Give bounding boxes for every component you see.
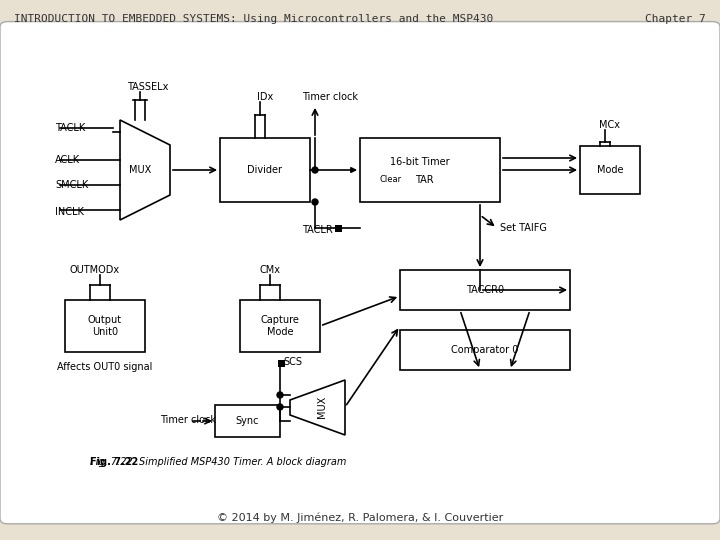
Text: INCLK: INCLK xyxy=(55,207,84,217)
Text: 16-bit Timer: 16-bit Timer xyxy=(390,157,450,167)
Text: TACLR: TACLR xyxy=(302,225,333,235)
Text: MUX: MUX xyxy=(317,396,327,418)
Polygon shape xyxy=(290,380,345,435)
Text: Capture
Mode: Capture Mode xyxy=(261,315,300,337)
Bar xyxy=(278,360,285,367)
Text: Fig. 7.22: Fig. 7.22 xyxy=(90,457,138,467)
Text: MCx: MCx xyxy=(600,120,621,130)
Text: SCS: SCS xyxy=(283,357,302,367)
Text: Affects OUT0 signal: Affects OUT0 signal xyxy=(58,362,153,372)
Bar xyxy=(360,138,500,202)
Text: ACLK: ACLK xyxy=(55,155,80,165)
Circle shape xyxy=(277,404,283,410)
Bar xyxy=(220,138,310,202)
Text: IDx: IDx xyxy=(257,92,273,102)
Circle shape xyxy=(312,167,318,173)
Bar xyxy=(580,146,640,194)
Text: OUTMODx: OUTMODx xyxy=(70,265,120,275)
Text: INTRODUCTION TO EMBEDDED SYSTEMS: Using Microcontrollers and the MSP430: INTRODUCTION TO EMBEDDED SYSTEMS: Using … xyxy=(14,14,494,24)
Polygon shape xyxy=(120,120,170,220)
Text: CMx: CMx xyxy=(259,265,281,275)
Text: Set TAIFG: Set TAIFG xyxy=(500,223,547,233)
Text: Timer clock: Timer clock xyxy=(160,415,216,425)
Text: SMCLK: SMCLK xyxy=(55,180,89,190)
Text: TACLK: TACLK xyxy=(55,123,85,133)
Text: Fig. 7.22  Simplified MSP430 Timer. A block diagram: Fig. 7.22 Simplified MSP430 Timer. A blo… xyxy=(90,457,346,467)
Bar xyxy=(215,405,280,437)
Text: TACCR0: TACCR0 xyxy=(466,285,504,295)
Text: Sync: Sync xyxy=(235,416,259,426)
Text: Comparator 0: Comparator 0 xyxy=(451,345,518,355)
Bar xyxy=(65,300,145,352)
Text: MUX: MUX xyxy=(129,165,151,175)
Text: TAR: TAR xyxy=(415,175,433,185)
Bar xyxy=(335,225,342,232)
Text: TASSELx: TASSELx xyxy=(127,82,168,92)
Text: Output
Unit0: Output Unit0 xyxy=(88,315,122,337)
Text: Clear: Clear xyxy=(380,176,402,185)
Text: Divider: Divider xyxy=(248,165,282,175)
Circle shape xyxy=(277,392,283,398)
Bar xyxy=(400,270,570,310)
Text: Mode: Mode xyxy=(597,165,624,175)
Text: © 2014 by M. Jiménez, R. Palomera, & I. Couvertier: © 2014 by M. Jiménez, R. Palomera, & I. … xyxy=(217,512,503,523)
Text: Timer clock: Timer clock xyxy=(302,92,358,102)
Text: Chapter 7: Chapter 7 xyxy=(645,14,706,24)
Bar xyxy=(400,330,570,370)
Bar xyxy=(240,300,320,352)
Circle shape xyxy=(312,199,318,205)
